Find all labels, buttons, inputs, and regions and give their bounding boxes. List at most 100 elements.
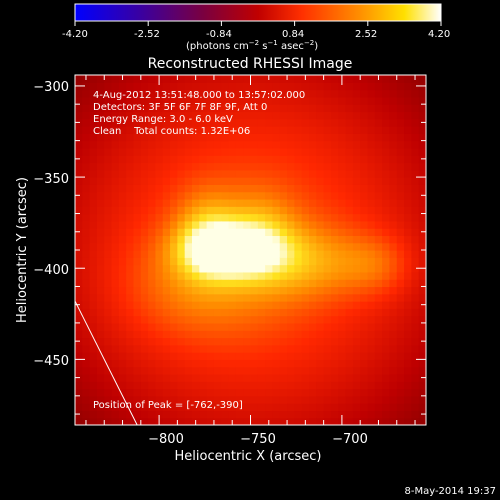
heatmap-pixel	[96, 257, 105, 266]
heatmap-pixel	[279, 169, 288, 178]
heatmap-pixel	[404, 344, 412, 353]
heatmap-pixel	[199, 169, 208, 178]
heatmap-pixel	[118, 308, 127, 317]
heatmap-pixel	[330, 96, 339, 105]
heatmap-pixel	[140, 279, 149, 288]
heatmap-pixel	[213, 337, 222, 346]
heatmap-pixel	[177, 403, 186, 412]
heatmap-pixel	[301, 388, 310, 397]
heatmap-pixel	[287, 286, 295, 295]
heatmap-pixel	[192, 250, 200, 258]
heatmap-pixel	[265, 381, 274, 390]
heatmap-pixel	[235, 104, 244, 113]
heatmap-pixel	[265, 96, 274, 105]
heatmap-pixel	[294, 417, 303, 425]
heatmap-pixel	[118, 403, 127, 412]
heatmap-pixel	[89, 315, 98, 324]
heatmap-pixel	[155, 308, 164, 317]
heatmap-pixel	[118, 228, 127, 237]
heatmap-pixel	[382, 213, 391, 222]
heatmap-pixel	[265, 126, 274, 134]
heatmap-pixel	[257, 162, 266, 171]
heatmap-pixel	[338, 315, 347, 324]
heatmap-pixel	[367, 366, 376, 375]
heatmap-pixel	[89, 337, 98, 346]
colorbar-tick-label: 2.52	[355, 29, 377, 40]
heatmap-pixel	[404, 82, 412, 91]
heatmap-pixel	[133, 147, 142, 156]
heatmap-pixel	[104, 220, 113, 229]
heatmap-pixel	[360, 366, 369, 375]
heatmap-pixel	[170, 352, 178, 360]
heatmap-pixel	[272, 417, 281, 425]
heatmap-pixel	[345, 206, 354, 215]
heatmap-pixel	[104, 198, 113, 207]
heatmap-pixel	[75, 315, 83, 324]
heatmap-pixel	[404, 147, 412, 156]
heatmap-pixel	[170, 271, 178, 280]
heatmap-pixel	[96, 279, 105, 288]
heatmap-pixel	[111, 264, 120, 273]
heatmap-pixel	[338, 96, 347, 105]
heatmap-pixel	[316, 89, 325, 98]
heatmap-pixel	[126, 344, 135, 353]
heatmap-pixel	[118, 330, 127, 339]
heatmap-pixel	[287, 337, 295, 346]
heatmap-pixel	[133, 198, 142, 207]
heatmap-pixel	[323, 111, 332, 120]
heatmap-pixel	[257, 89, 266, 98]
heatmap-pixel	[389, 206, 398, 215]
heatmap-pixel	[301, 366, 310, 375]
heatmap-pixel	[118, 315, 127, 324]
heatmap-pixel	[162, 271, 171, 280]
heatmap-pixel	[316, 264, 325, 273]
heatmap-pixel	[309, 191, 317, 200]
heatmap-pixel	[257, 82, 266, 91]
heatmap-pixel	[279, 403, 288, 412]
heatmap-pixel	[352, 366, 361, 375]
heatmap-pixel	[228, 198, 237, 207]
heatmap-pixel	[228, 264, 237, 273]
heatmap-pixel	[184, 286, 193, 295]
heatmap-pixel	[228, 271, 237, 280]
heatmap-pixel	[279, 82, 288, 91]
heatmap-pixel	[374, 213, 383, 222]
heatmap-pixel	[111, 140, 120, 149]
heatmap-pixel	[170, 75, 178, 83]
heatmap-pixel	[162, 250, 171, 258]
heatmap-pixel	[287, 344, 295, 353]
heatmap-pixel	[228, 403, 237, 412]
heatmap-pixel	[287, 198, 295, 207]
heatmap-pixel	[243, 169, 252, 178]
heatmap-pixel	[221, 293, 230, 302]
heatmap-pixel	[389, 271, 398, 280]
heatmap-pixel	[228, 82, 237, 91]
heatmap-pixel	[184, 96, 193, 105]
heatmap-pixel	[396, 330, 405, 339]
heatmap-pixel	[301, 169, 310, 178]
heatmap-pixel	[192, 410, 200, 419]
heatmap-pixel	[338, 286, 347, 295]
heatmap-pixel	[228, 111, 237, 120]
heatmap-pixel	[82, 118, 91, 127]
heatmap-pixel	[374, 133, 383, 142]
heatmap-pixel	[162, 403, 171, 412]
heatmap-pixel	[272, 308, 281, 317]
heatmap-pixel	[199, 184, 208, 193]
heatmap-pixel	[162, 104, 171, 113]
heatmap-pixel	[396, 271, 405, 280]
colorbar-units: (photons cm−2 s−1 asec−2)	[186, 39, 318, 52]
heatmap-pixel	[140, 75, 149, 83]
heatmap-pixel	[272, 279, 281, 288]
heatmap-pixel	[411, 220, 420, 229]
heatmap-pixel	[221, 198, 230, 207]
heatmap-pixel	[133, 155, 142, 164]
heatmap-pixel	[396, 191, 405, 200]
heatmap-pixel	[192, 140, 200, 149]
heatmap-pixel	[133, 257, 142, 266]
heatmap-pixel	[243, 337, 252, 346]
heatmap-pixel	[360, 96, 369, 105]
heatmap-pixel	[126, 133, 135, 142]
heatmap-pixel	[272, 228, 281, 237]
heatmap-pixel	[162, 366, 171, 375]
